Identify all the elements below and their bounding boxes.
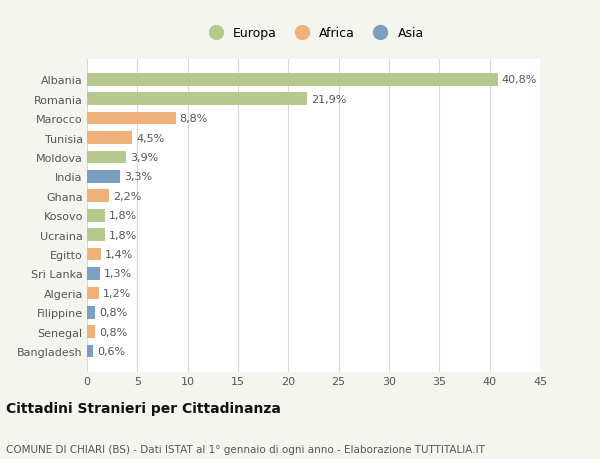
Bar xyxy=(87,325,95,338)
Text: 2,2%: 2,2% xyxy=(113,191,142,202)
Text: 0,8%: 0,8% xyxy=(99,327,127,337)
Bar xyxy=(87,248,101,261)
Bar xyxy=(87,229,105,241)
Legend: Europa, Africa, Asia: Europa, Africa, Asia xyxy=(198,22,429,45)
Text: 40,8%: 40,8% xyxy=(502,75,537,85)
Text: 3,3%: 3,3% xyxy=(124,172,152,182)
Text: 0,6%: 0,6% xyxy=(97,347,125,356)
Bar xyxy=(87,132,133,145)
Text: 3,9%: 3,9% xyxy=(130,153,158,162)
Text: 0,8%: 0,8% xyxy=(99,308,127,318)
Text: 8,8%: 8,8% xyxy=(179,114,208,124)
Text: Cittadini Stranieri per Cittadinanza: Cittadini Stranieri per Cittadinanza xyxy=(6,402,281,415)
Text: 1,4%: 1,4% xyxy=(105,250,133,259)
Bar xyxy=(87,93,307,106)
Bar xyxy=(87,306,95,319)
Bar xyxy=(87,209,105,222)
Bar xyxy=(87,268,100,280)
Bar xyxy=(87,287,99,300)
Text: 21,9%: 21,9% xyxy=(311,95,347,105)
Bar xyxy=(87,345,93,358)
Text: 1,8%: 1,8% xyxy=(109,230,137,240)
Text: 1,3%: 1,3% xyxy=(104,269,132,279)
Bar xyxy=(87,171,120,183)
Bar xyxy=(87,112,176,125)
Bar xyxy=(87,190,109,203)
Text: COMUNE DI CHIARI (BS) - Dati ISTAT al 1° gennaio di ogni anno - Elaborazione TUT: COMUNE DI CHIARI (BS) - Dati ISTAT al 1°… xyxy=(6,444,485,454)
Text: 1,2%: 1,2% xyxy=(103,288,131,298)
Bar xyxy=(87,74,498,86)
Bar xyxy=(87,151,126,164)
Text: 1,8%: 1,8% xyxy=(109,211,137,221)
Text: 4,5%: 4,5% xyxy=(136,133,164,143)
